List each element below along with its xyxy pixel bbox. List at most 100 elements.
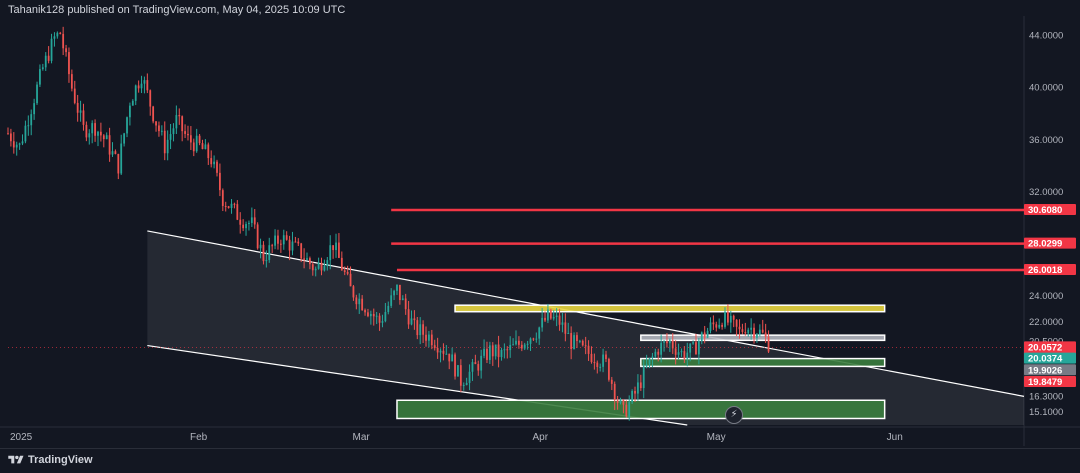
- candle-body: [332, 245, 335, 251]
- candle-body: [727, 311, 729, 323]
- candle-body: [738, 326, 741, 330]
- candle-body: [410, 318, 413, 325]
- candle-body: [131, 100, 134, 106]
- candle-body: [570, 333, 573, 350]
- candle-body: [625, 404, 628, 417]
- candle-body: [518, 340, 520, 345]
- candle-body: [520, 344, 523, 349]
- candle-body: [36, 84, 38, 104]
- candle-body: [602, 354, 604, 367]
- candle-body: [236, 204, 239, 220]
- candle-body: [590, 353, 593, 363]
- candle-body: [587, 345, 590, 354]
- candle-body: [82, 110, 85, 125]
- candle-body: [152, 106, 155, 122]
- candle-body: [512, 344, 514, 346]
- candle-body: [33, 103, 36, 115]
- candle-body: [372, 313, 375, 317]
- candle-body: [146, 80, 149, 91]
- candle-body: [204, 144, 207, 150]
- candle-body: [216, 161, 218, 173]
- candle-body: [210, 158, 213, 165]
- green-zone-upper: [640, 357, 886, 368]
- candle-body: [21, 141, 24, 144]
- candle-body: [346, 271, 349, 274]
- candle-body: [668, 340, 671, 344]
- lightning-icon[interactable]: ⚡: [725, 406, 743, 424]
- candle-body: [607, 358, 610, 380]
- candle-body: [178, 115, 181, 117]
- time-axis[interactable]: 2025 Feb Mar Apr May Jun: [10, 432, 903, 443]
- candle-body: [488, 345, 491, 360]
- candle-body: [41, 67, 44, 70]
- candle-body: [465, 382, 468, 386]
- candle-body: [416, 320, 419, 336]
- candle-body: [605, 354, 607, 359]
- candle-body: [230, 203, 233, 209]
- candle-body: [105, 135, 108, 140]
- price-tick-label: 32.0000: [1029, 187, 1063, 198]
- candle-body: [724, 311, 726, 327]
- candle-body: [149, 90, 152, 107]
- candle-body: [558, 315, 561, 325]
- candle-body: [422, 324, 425, 335]
- candle-body: [680, 351, 683, 353]
- candle-body: [459, 365, 462, 386]
- candle-body: [375, 315, 378, 317]
- candle-body: [340, 257, 343, 271]
- candle-body: [462, 385, 465, 387]
- candle-body: [503, 349, 506, 351]
- price-badge-label: 30.6080: [1028, 205, 1062, 216]
- candle-body: [175, 115, 178, 129]
- candle-body: [123, 133, 126, 144]
- price-badge-label: 28.0299: [1028, 239, 1062, 250]
- candle-body: [428, 334, 430, 341]
- candle-body: [384, 311, 387, 322]
- publish-header: Tahanik128 published on TradingView.com,…: [8, 4, 346, 16]
- candle-body: [486, 348, 488, 360]
- price-badge: [1024, 204, 1076, 216]
- candle-body: [613, 383, 616, 401]
- candle-body: [338, 242, 340, 258]
- candle-body: [535, 338, 538, 340]
- candle-body: [616, 400, 619, 403]
- candle-body: [637, 382, 639, 394]
- candle-body: [581, 340, 584, 346]
- time-tick-label: Apr: [533, 432, 549, 443]
- candle-body: [277, 235, 279, 244]
- candle-body: [425, 334, 427, 341]
- candle-body: [306, 258, 308, 260]
- candle-body: [529, 338, 532, 344]
- candle-body: [692, 342, 694, 344]
- candle-body: [561, 322, 564, 325]
- price-badge: [1024, 352, 1076, 364]
- candle-body: [288, 239, 291, 251]
- candle-body: [758, 329, 761, 335]
- candle-body: [73, 88, 76, 103]
- candle-body: [62, 33, 65, 49]
- candle-body: [457, 365, 459, 377]
- price-zones[interactable]: [396, 304, 886, 420]
- candle-body: [509, 344, 512, 351]
- descending-channel[interactable]: [147, 230, 1025, 426]
- candle-body: [497, 344, 500, 358]
- candle-body: [634, 390, 636, 394]
- candle-body: [654, 351, 657, 357]
- candle-body: [314, 268, 317, 271]
- candle-body: [268, 245, 271, 260]
- candle-body: [381, 321, 384, 323]
- resistance-lines[interactable]: [8, 208, 1024, 348]
- candle-body: [639, 382, 642, 389]
- price-badge-label: 20.0374: [1028, 354, 1063, 365]
- price-chart[interactable]: 44.000040.000036.000032.000028.000024.00…: [0, 0, 1080, 448]
- candle-body: [129, 105, 131, 118]
- candle-body: [262, 244, 265, 262]
- candle-body: [24, 125, 27, 142]
- candle-body: [541, 317, 544, 328]
- candle-body: [689, 343, 692, 353]
- brand-name: TradingView: [28, 454, 93, 466]
- candle-body: [59, 32, 62, 34]
- candle-body: [187, 133, 189, 136]
- candle-body: [303, 258, 305, 260]
- candle-body: [390, 295, 393, 306]
